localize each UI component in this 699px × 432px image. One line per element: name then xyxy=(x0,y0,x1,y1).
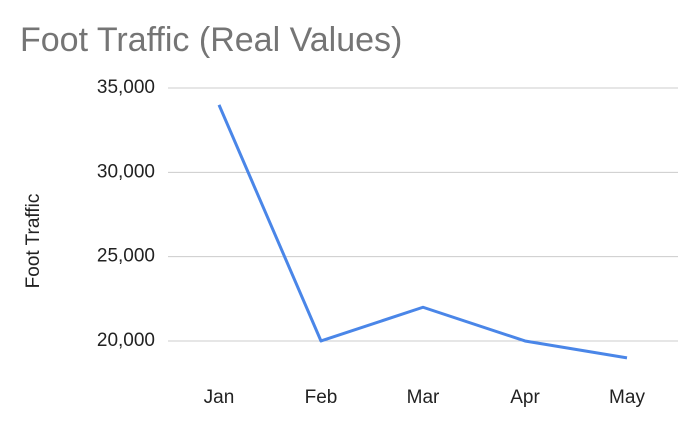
y-tick-label: 25,000 xyxy=(97,246,155,267)
x-tick-label: Apr xyxy=(510,387,540,408)
y-axis-label: Foot Traffic xyxy=(23,194,44,289)
y-tick-label: 30,000 xyxy=(97,161,155,182)
y-tick-label: 20,000 xyxy=(97,330,155,351)
y-tick-label: 35,000 xyxy=(97,77,155,98)
data-line xyxy=(217,104,628,360)
x-tick-label: May xyxy=(609,387,645,408)
chart-title: Foot Traffic (Real Values) xyxy=(20,21,402,59)
x-tick-label: Jan xyxy=(204,387,235,408)
x-tick-label: Mar xyxy=(407,387,440,408)
x-tick-label: Feb xyxy=(305,387,338,408)
